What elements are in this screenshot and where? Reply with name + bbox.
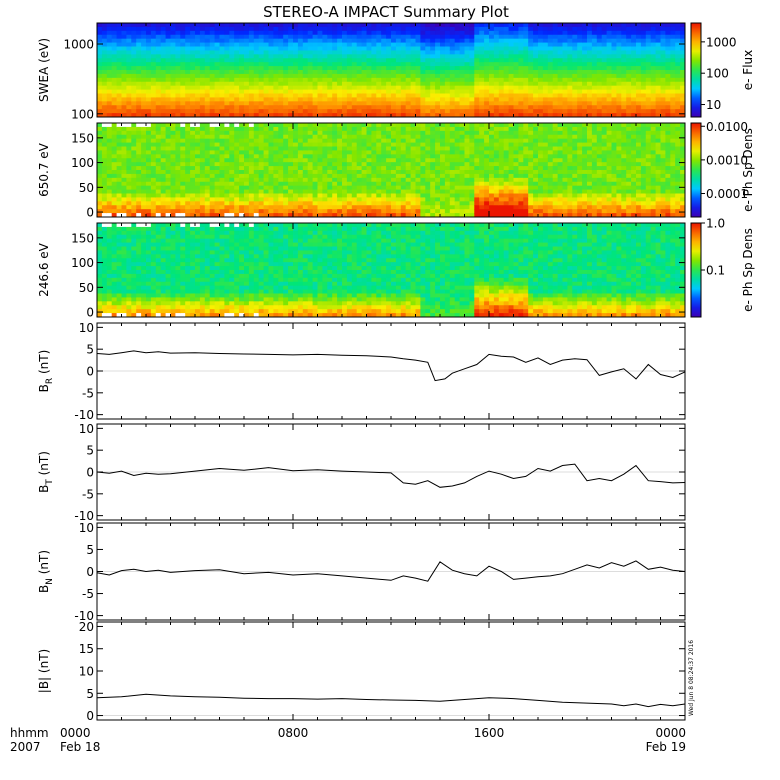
time-axis-date-start: Feb 18 (60, 740, 100, 754)
y-tick-label: 20 (79, 620, 94, 634)
heatmap-area (97, 123, 685, 217)
series-line (96, 560, 686, 582)
colorbar (690, 222, 702, 318)
series-line (96, 463, 686, 488)
time-tick-label: 0800 (278, 726, 309, 740)
y-axis-label: BT (nT) (37, 451, 55, 493)
y-tick-label: 100 (71, 156, 94, 170)
colorbar (690, 122, 702, 218)
y-tick-label: 0 (86, 206, 94, 220)
panel-5: -10 -5 0 5 10 BT (nT) (37, 422, 686, 523)
y-axis-label: BN (nT) (37, 550, 55, 593)
y-tick-label: 5 (86, 444, 94, 458)
y-tick-label: 0 (86, 365, 94, 379)
y-tick-label: -10 (74, 509, 94, 523)
colorbar-tick-label: 10 (706, 98, 721, 112)
y-tick-label: -5 (82, 487, 94, 501)
panel-6: -10 -5 0 5 10 BN (nT) (37, 521, 686, 623)
y-tick-label: 0 (86, 565, 94, 579)
time-tick-label: 0000 (655, 726, 686, 740)
timestamp-stamp: Wed Jun 8 08:24:37 2016 (688, 640, 695, 716)
y-axis-label: BR (nT) (37, 350, 55, 393)
y-tick-label: -10 (74, 408, 94, 422)
y-tick-label: 5 (86, 687, 94, 701)
y-tick-label: 1000 (63, 38, 94, 52)
y-tick-label: -5 (82, 386, 94, 400)
y-axis-label: 246.6 eV (37, 242, 51, 297)
y-axis-label: SWEA (eV) (37, 38, 51, 102)
series-line (96, 693, 686, 708)
colorbar-label: e- Ph Sp Dens (741, 228, 755, 312)
y-axis-label: |B| (nT) (37, 649, 51, 693)
panel-4: -10 -5 0 5 10 BR (nT) (37, 321, 686, 422)
y-tick-label: 10 (79, 521, 94, 535)
series-line (96, 350, 686, 382)
time-axis-corner-label-hhmm: hhmm (10, 726, 49, 740)
y-tick-label: 10 (79, 321, 94, 335)
colorbar (690, 22, 702, 118)
y-tick-label: 10 (79, 665, 94, 679)
y-tick-label: 10 (79, 422, 94, 436)
y-tick-label: 15 (79, 642, 94, 656)
time-tick-label: 1600 (474, 726, 505, 740)
colorbar-tick-label: 0.1 (706, 264, 725, 278)
time-axis-corner-label-year: 2007 (10, 740, 41, 754)
plot-title: STEREO-A IMPACT Summary Plot (263, 3, 509, 21)
y-tick-label: 5 (86, 343, 94, 357)
y-tick-label: 50 (79, 281, 94, 295)
colorbar-tick-label: 1000 (706, 35, 737, 49)
y-tick-label: 0 (86, 306, 94, 320)
panel-3: 0.1 1.0 e- Ph Sp Dens 0 50 100 150 246.6 eV (37, 217, 755, 320)
colorbar-tick-label: 0.0010 (706, 153, 748, 167)
heatmap-cells (97, 123, 685, 217)
y-tick-label: 100 (71, 107, 94, 121)
time-axis: hhmm 2007 Feb 18 Feb 19 0000 0800 1600 0000 (10, 726, 686, 754)
colorbar-label: e- Flux (741, 50, 755, 90)
heatmap-cells (97, 23, 685, 117)
y-tick-label: 5 (86, 543, 94, 557)
y-tick-label: 0 (86, 466, 94, 480)
time-axis-date-end: Feb 19 (646, 740, 686, 754)
colorbar-tick-label: 1.0 (706, 217, 725, 231)
y-tick-label: 100 (71, 256, 94, 270)
y-axis-label: 650.7 eV (37, 142, 51, 197)
panel-1: 10 100 1000 e- Flux 100 1000 SWEA (eV) (37, 22, 755, 121)
y-tick-label: -5 (82, 587, 94, 601)
colorbar-tick-label: 100 (706, 67, 729, 81)
y-tick-label: 0 (86, 709, 94, 723)
panel-frame (96, 621, 686, 721)
colorbar-label: e- Ph Sp Dens (741, 128, 755, 212)
colorbar-tick-label: 0.0001 (706, 187, 748, 201)
heatmap-area (97, 23, 685, 117)
heatmap-cells (97, 223, 685, 317)
panel-7: 0 5 10 15 20 |B| (nT) (37, 620, 686, 723)
time-tick-label: 0000 (60, 726, 91, 740)
y-tick-label: 50 (79, 181, 94, 195)
heatmap-area (97, 223, 685, 317)
y-tick-label: 150 (71, 231, 94, 245)
colorbar-tick-label: 0.0100 (706, 120, 748, 134)
y-tick-label: 150 (71, 131, 94, 145)
y-tick-label: -10 (74, 609, 94, 623)
